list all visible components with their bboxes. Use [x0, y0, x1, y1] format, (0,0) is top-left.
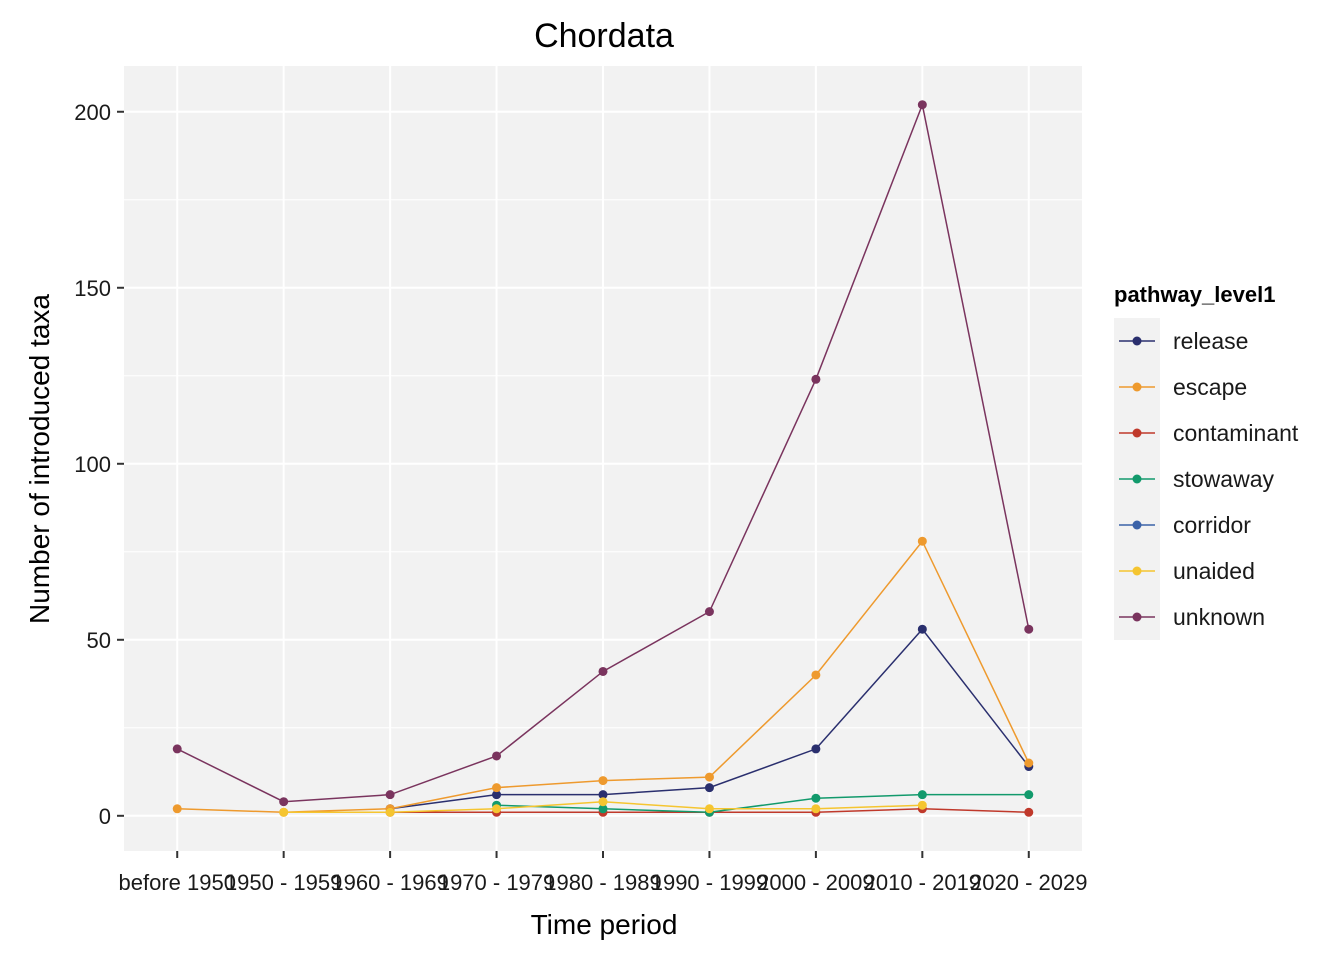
- data-point: [704, 607, 714, 617]
- legend-label: corridor: [1173, 512, 1251, 538]
- legend-item-contaminant: contaminant: [1119, 420, 1299, 446]
- legend-item-release: release: [1119, 328, 1248, 354]
- legend-label: stowaway: [1173, 466, 1274, 492]
- series-unaided: [279, 797, 927, 817]
- data-point: [172, 744, 182, 754]
- y-tick-label: 200: [74, 100, 111, 125]
- legend-item-corridor: corridor: [1119, 512, 1251, 538]
- legend-label: contaminant: [1173, 420, 1299, 446]
- x-tick-label: 2020 - 2029: [970, 870, 1087, 895]
- data-point: [492, 790, 502, 800]
- legend-item-unknown: unknown: [1119, 604, 1265, 630]
- series-line: [496, 793, 1029, 814]
- data-point: [1024, 807, 1034, 817]
- data-point: [917, 790, 927, 800]
- legend: pathway_level1 release escape contaminant s…: [1114, 282, 1299, 640]
- y-tick-label: 100: [74, 452, 111, 477]
- legend-label: unknown: [1173, 604, 1265, 630]
- data-point: [704, 772, 714, 782]
- data-point: [598, 790, 608, 800]
- data-point: [811, 804, 821, 814]
- y-axis-title: Number of introduced taxa: [24, 294, 55, 624]
- chart-title: Chordata: [534, 17, 674, 55]
- data-point: [279, 797, 289, 807]
- data-point: [811, 793, 821, 803]
- data-point: [492, 804, 502, 814]
- grid-lines: [124, 66, 1082, 851]
- legend-item-unaided: unaided: [1119, 558, 1255, 584]
- legend-title: pathway_level1: [1114, 282, 1275, 307]
- y-tick-label: 50: [87, 628, 111, 653]
- series-unknown: [172, 100, 1034, 807]
- y-tick-label: 150: [74, 276, 111, 301]
- legend-item-stowaway: stowaway: [1119, 466, 1274, 492]
- data-point: [598, 666, 608, 676]
- legend-key-point: [1132, 474, 1142, 484]
- data-point: [811, 744, 821, 754]
- x-tick-label: 1970 - 1979: [438, 870, 555, 895]
- data-point: [917, 800, 927, 810]
- data-point: [492, 783, 502, 793]
- data-point: [704, 804, 714, 814]
- legend-item-escape: escape: [1119, 374, 1247, 400]
- legend-key-point: [1132, 520, 1142, 530]
- y-tick-label: 0: [99, 804, 111, 829]
- legend-key-point: [1132, 612, 1142, 622]
- data-point: [917, 100, 927, 110]
- data-point: [1024, 790, 1034, 800]
- x-tick-label: 1960 - 1969: [331, 870, 448, 895]
- data-point: [279, 807, 289, 817]
- data-point: [704, 783, 714, 793]
- data-point: [385, 807, 395, 817]
- data-point: [598, 797, 608, 807]
- x-tick-label: 2010 - 2019: [864, 870, 981, 895]
- data-point: [598, 776, 608, 786]
- data-point: [598, 804, 608, 814]
- data-point: [917, 536, 927, 546]
- data-point: [492, 751, 502, 761]
- x-tick-label: 1990 - 1999: [651, 870, 768, 895]
- x-tick-label: 2000 - 2009: [757, 870, 874, 895]
- x-axis-title: Time period: [531, 909, 678, 940]
- x-tick-label: before 1950: [119, 870, 236, 895]
- legend-key-point: [1132, 336, 1142, 346]
- legend-key-point: [1132, 428, 1142, 438]
- legend-label: release: [1173, 328, 1248, 354]
- legend-key-point: [1132, 382, 1142, 392]
- data-point: [917, 624, 927, 634]
- data-point: [1024, 624, 1034, 634]
- legend-label: unaided: [1173, 558, 1255, 584]
- data-point: [385, 790, 395, 800]
- series-lines: [172, 100, 1034, 817]
- legend-label: escape: [1173, 374, 1247, 400]
- y-axis: 0 50 100 150 200: [74, 100, 124, 829]
- data-point: [1024, 758, 1034, 768]
- data-point: [811, 670, 821, 680]
- x-tick-label: 1980 - 1989: [544, 870, 661, 895]
- data-point: [172, 804, 182, 814]
- x-tick-label: 1950 - 1959: [225, 870, 342, 895]
- legend-key-point: [1132, 566, 1142, 576]
- data-point: [811, 374, 821, 384]
